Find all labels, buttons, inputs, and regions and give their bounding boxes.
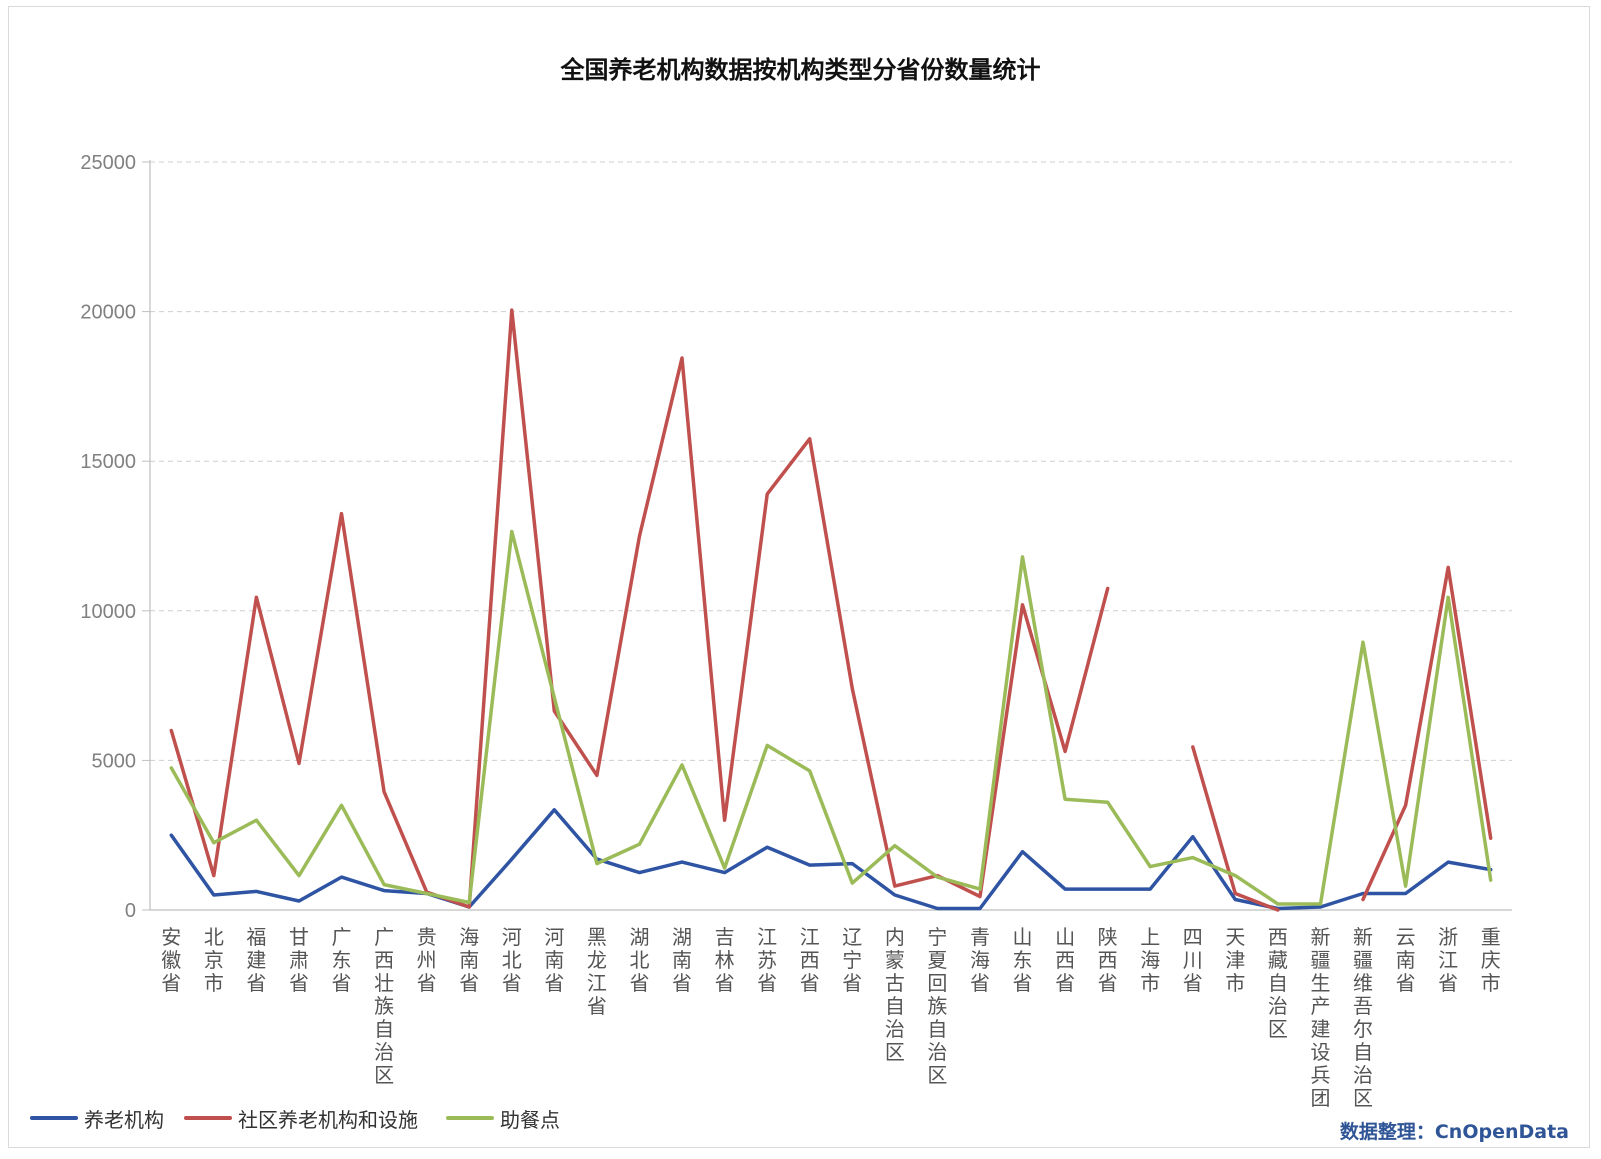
legend-item-elderly-institutions: 养老机构 <box>30 1106 164 1132</box>
y-tick-label: 15000 <box>80 451 136 473</box>
x-tick-label: 黑龙江省 <box>587 925 607 1018</box>
x-tick-label: 吉林省 <box>715 925 735 995</box>
gridlines <box>150 161 1512 761</box>
legend-item-meal-points: 助餐点 <box>446 1106 560 1132</box>
legend-label: 助餐点 <box>500 1107 560 1132</box>
x-tick-label: 宁夏回族自治区 <box>927 925 947 1087</box>
x-tick-label: 贵州省 <box>417 925 437 995</box>
tick-labels: 0 5000 10000 15000 20000 25000 安徽省 北京市 福建省 甘肃省 广东省… <box>80 152 1500 1110</box>
x-tick-label: 新疆维吾尔自治区 <box>1353 925 1373 1110</box>
x-tick-label: 广西壮族自治区 <box>374 925 394 1087</box>
x-tick-label: 河南省 <box>544 925 564 995</box>
y-tick-label: 10000 <box>80 601 136 623</box>
x-tick-label: 四川省 <box>1183 925 1203 995</box>
x-tick-label: 江苏省 <box>757 925 777 995</box>
x-tick-label: 新疆生产建设兵团 <box>1310 925 1330 1110</box>
series-line-1 <box>1361 565 1493 902</box>
x-tick-label: 辽宁省 <box>842 925 862 995</box>
x-tick-label: 西藏自治区 <box>1268 925 1288 1041</box>
chart-frame <box>8 6 1590 1148</box>
x-tick-label: 海南省 <box>459 925 479 995</box>
y-tick-label: 5000 <box>92 750 137 772</box>
series-line-1 <box>1191 745 1280 912</box>
x-tick-label: 甘肃省 <box>289 925 309 995</box>
chart-title: 全国养老机构数据按机构类型分省份数量统计 <box>560 56 1041 84</box>
x-tick-label: 山东省 <box>1013 925 1033 995</box>
legend-swatch <box>30 1116 78 1120</box>
x-tick-label: 青海省 <box>970 925 990 995</box>
x-tick-label: 安徽省 <box>161 925 181 995</box>
x-tick-label: 江西省 <box>800 925 820 995</box>
x-tick-label: 内蒙古自治区 <box>885 925 905 1064</box>
x-tick-label: 上海市 <box>1140 925 1160 995</box>
y-tick-label: 20000 <box>80 302 136 324</box>
source-note: 数据整理：CnOpenData <box>1339 1121 1569 1143</box>
x-tick-label: 福建省 <box>246 925 266 995</box>
x-tick-label: 河北省 <box>502 925 522 995</box>
x-tick-label: 浙江省 <box>1438 925 1458 995</box>
x-tick-label: 陕西省 <box>1098 925 1118 995</box>
legend-swatch <box>184 1116 232 1120</box>
series-lines <box>169 308 1493 912</box>
series-line-1 <box>169 308 1110 909</box>
x-tick-label: 云南省 <box>1396 925 1416 995</box>
x-tick-label: 湖北省 <box>629 925 649 995</box>
y-tick-label: 0 <box>125 900 136 922</box>
x-tick-label: 山西省 <box>1055 925 1075 995</box>
legend-label: 养老机构 <box>84 1107 164 1132</box>
y-tick-label: 25000 <box>80 152 136 174</box>
series-line-2 <box>169 529 1493 906</box>
x-tick-label: 广东省 <box>332 925 352 995</box>
x-tick-label: 重庆市 <box>1481 925 1501 995</box>
x-tick-label: 湖南省 <box>672 925 692 995</box>
x-tick-label: 北京市 <box>204 925 224 995</box>
legend-swatch <box>446 1116 494 1120</box>
legend-item-community-facilities: 社区养老机构和设施 <box>184 1106 418 1132</box>
legend-label: 社区养老机构和设施 <box>238 1107 418 1132</box>
x-tick-label: 天津市 <box>1225 925 1245 995</box>
